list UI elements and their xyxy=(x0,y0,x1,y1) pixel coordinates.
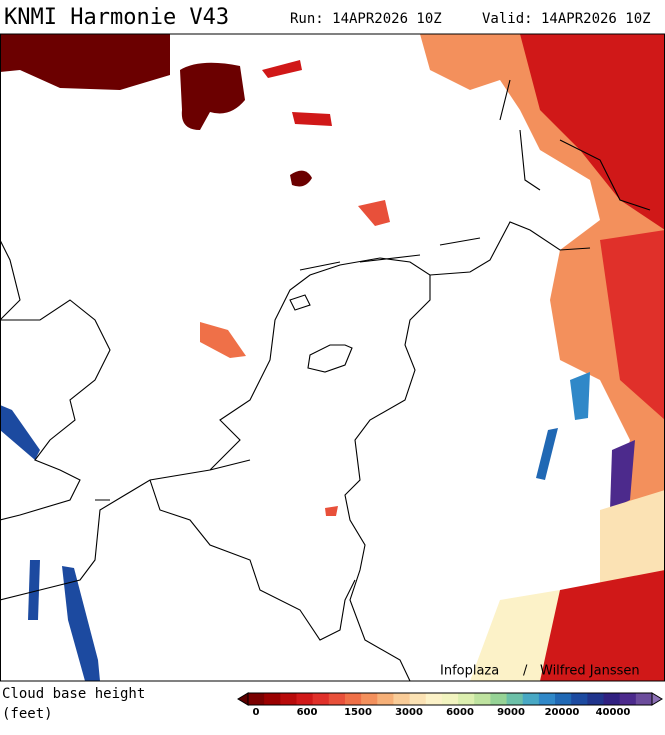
colorbar-swatch xyxy=(393,693,411,705)
colorbar-tick-label: 40000 xyxy=(596,707,631,718)
colorbar-swatch xyxy=(248,693,265,705)
cloud-patch xyxy=(610,440,635,510)
colorbar-swatch xyxy=(264,693,281,705)
colorbar: 0 600 1500 3000 6000 9000 20000 40000 xyxy=(237,692,663,718)
cloud-patch xyxy=(600,490,665,600)
title: KNMI Harmonie V43 xyxy=(4,5,229,30)
cloud-patch xyxy=(292,112,332,126)
colorbar-tick-label: 6000 xyxy=(446,707,474,718)
colorbar-tick-label: 0 xyxy=(253,707,260,718)
cloud-patch xyxy=(0,405,40,460)
colorbar-swatch xyxy=(409,693,427,705)
credit: / xyxy=(523,664,528,679)
colorbar-swatch xyxy=(555,693,572,705)
colorbar-swatch xyxy=(635,693,653,705)
cloud-patch xyxy=(62,566,100,681)
colorbar-swatch xyxy=(522,693,540,705)
colorbar-swatch xyxy=(490,693,508,705)
map-area: Infoplaza / Wilfred Janssen xyxy=(0,33,665,682)
valid-time: Valid: 14APR2026 10Z xyxy=(482,11,651,27)
colorbar-swatch xyxy=(538,693,556,705)
colorbar-swatch xyxy=(328,693,346,705)
cloud-patch xyxy=(536,428,558,480)
credit: Wilfred Janssen xyxy=(540,664,640,679)
cloud-patch xyxy=(325,506,338,516)
cloud-patch xyxy=(600,230,665,420)
cloud-patch xyxy=(28,560,40,620)
colorbar-tick-label: 600 xyxy=(297,707,318,718)
colorbar-swatch xyxy=(603,693,621,705)
cloud-patch xyxy=(420,34,665,640)
colorbar-swatch xyxy=(312,693,330,705)
colorbar-tick-label: 9000 xyxy=(497,707,525,718)
colorbar-swatch xyxy=(474,693,491,705)
colorbar-swatch xyxy=(361,693,378,705)
legend-label: Cloud base height xyxy=(2,686,145,702)
cloud-patch xyxy=(290,170,312,187)
colorbar-swatch xyxy=(425,693,443,705)
cloud-patch xyxy=(530,570,665,681)
colorbar-swatch xyxy=(296,693,314,705)
coastline xyxy=(0,79,651,681)
colorbar-tick-label: 20000 xyxy=(545,707,580,718)
colorbar-frame xyxy=(247,692,653,706)
colorbar-swatch xyxy=(587,693,605,705)
colorbar-swatch xyxy=(377,693,394,705)
cloud-patch xyxy=(200,322,246,358)
cloud-patch xyxy=(180,62,245,130)
cloud-patch xyxy=(470,590,560,681)
cloud-patch xyxy=(570,372,590,420)
colorbar-tick-label: 3000 xyxy=(395,707,423,718)
cloud-patch xyxy=(520,34,665,230)
legend-label: (feet) xyxy=(2,706,53,722)
colorbar-swatch xyxy=(619,693,637,705)
cloud-patch xyxy=(262,60,302,78)
credit: Infoplaza xyxy=(440,664,499,679)
colorbar-swatch xyxy=(441,693,459,705)
colorbar-swatch xyxy=(571,693,588,705)
colorbar-swatch xyxy=(506,693,524,705)
cloud-patch xyxy=(0,34,170,90)
colorbar-swatch xyxy=(280,693,297,705)
colorbar-swatch xyxy=(458,693,475,705)
colorbar-swatch xyxy=(344,693,362,705)
run-time: Run: 14APR2026 10Z xyxy=(290,11,442,27)
colorbar-tick-label: 1500 xyxy=(344,707,372,718)
cloud-patch xyxy=(358,200,390,226)
